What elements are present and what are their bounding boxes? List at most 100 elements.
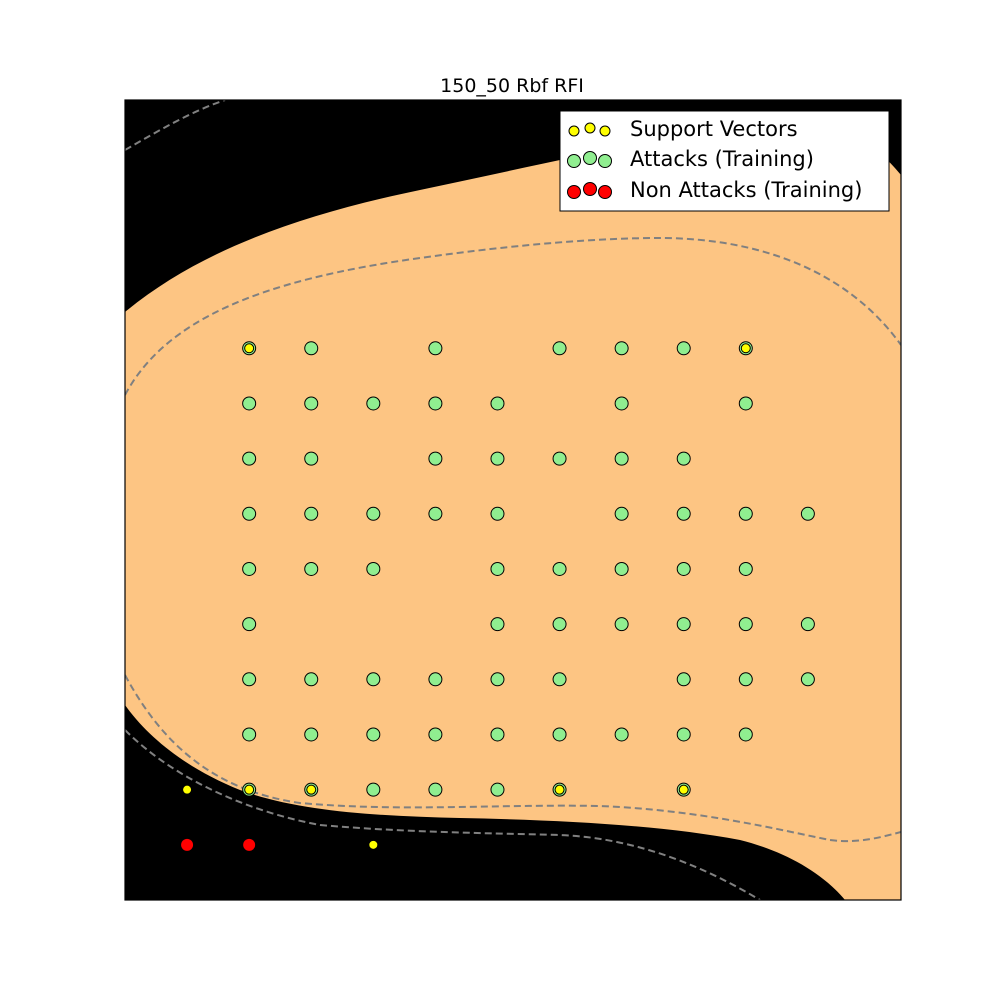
point-attacks-training <box>676 341 691 356</box>
legend-entry-non-attacks: Non Attacks (Training) <box>567 178 862 202</box>
point-attacks-training <box>614 727 629 742</box>
point-attacks-training <box>242 506 257 521</box>
point-attacks-training <box>676 451 691 466</box>
point-attacks-training <box>738 617 753 632</box>
point-attacks-training <box>242 727 257 742</box>
point-attacks-training <box>614 451 629 466</box>
point-attacks-training <box>366 506 381 521</box>
point-attacks-training <box>676 506 691 521</box>
point-attacks-training <box>366 727 381 742</box>
legend-entry-attacks: Attacks (Training) <box>567 147 814 171</box>
legend: Support Vectors Attacks (Training) Non A… <box>559 110 890 212</box>
point-attacks-training <box>738 672 753 687</box>
point-attacks-training <box>242 672 257 687</box>
point-attacks-training <box>490 727 505 742</box>
point-attacks-training <box>676 617 691 632</box>
point-attacks-training <box>304 506 319 521</box>
point-attacks-training <box>490 782 505 797</box>
legend-marker-non-attacks <box>567 185 581 199</box>
point-attacks-training <box>614 617 629 632</box>
point-attacks-training <box>490 561 505 576</box>
margin-line-inner <box>125 236 901 396</box>
point-attacks-training <box>304 561 319 576</box>
point-attacks-training <box>304 451 319 466</box>
point-support-vectors <box>244 343 255 354</box>
point-attacks-training <box>552 341 567 356</box>
point-attacks-training <box>738 396 753 411</box>
point-non-attacks-training <box>181 838 194 851</box>
point-attacks-training <box>552 617 567 632</box>
point-attacks-training <box>242 617 257 632</box>
point-attacks-training <box>428 396 443 411</box>
point-non-attacks-training <box>243 838 256 851</box>
point-attacks-training <box>242 561 257 576</box>
legend-marker-attacks <box>583 151 597 165</box>
point-attacks-training <box>304 672 319 687</box>
scatter-marks <box>181 341 815 851</box>
chart-title: 150_50 Rbf RFI <box>440 75 584 97</box>
point-attacks-training <box>614 561 629 576</box>
point-attacks-training <box>490 396 505 411</box>
point-attacks-training <box>800 506 815 521</box>
legend-box <box>559 110 890 212</box>
point-attacks-training <box>428 727 443 742</box>
point-attacks-training <box>428 341 443 356</box>
legend-marker-support-vectors <box>568 125 580 137</box>
legend-marker-support-vectors <box>584 122 596 134</box>
point-attacks-training <box>738 561 753 576</box>
point-attacks-training <box>676 727 691 742</box>
point-attacks-training <box>428 782 443 797</box>
point-attacks-training <box>552 672 567 687</box>
legend-label-non-attacks: Non Attacks (Training) <box>630 178 862 202</box>
point-attacks-training <box>800 672 815 687</box>
point-attacks-training <box>738 727 753 742</box>
point-attacks-training <box>552 727 567 742</box>
legend-marker-non-attacks <box>583 182 597 196</box>
point-attacks-training <box>366 396 381 411</box>
point-attacks-training <box>366 561 381 576</box>
decision-region <box>125 114 901 900</box>
margin-line-outer-top <box>125 100 226 151</box>
point-attacks-training <box>242 451 257 466</box>
legend-marker-attacks <box>567 154 581 168</box>
point-support-vectors <box>368 839 379 850</box>
point-support-vectors <box>306 784 317 795</box>
margin-line-lower <box>125 674 901 843</box>
point-attacks-training <box>490 617 505 632</box>
legend-marker-non-attacks <box>598 185 612 199</box>
point-support-vectors <box>678 784 689 795</box>
legend-entry-support-vectors: Support Vectors <box>568 117 798 141</box>
point-attacks-training <box>490 672 505 687</box>
point-attacks-training <box>366 782 381 797</box>
margin-line-outer-bottom <box>125 729 761 900</box>
point-attacks-training <box>614 506 629 521</box>
point-attacks-training <box>676 561 691 576</box>
point-attacks-training <box>242 396 257 411</box>
point-attacks-training <box>676 672 691 687</box>
point-attacks-training <box>366 672 381 687</box>
point-attacks-training <box>428 451 443 466</box>
point-attacks-training <box>738 506 753 521</box>
point-attacks-training <box>304 341 319 356</box>
plot-frame <box>124 99 902 901</box>
point-attacks-training <box>304 727 319 742</box>
point-attacks-training <box>428 506 443 521</box>
legend-marker-support-vectors <box>599 125 611 137</box>
point-attacks-training <box>490 506 505 521</box>
legend-marker-attacks <box>598 154 612 168</box>
point-support-vectors <box>244 784 255 795</box>
point-attacks-training <box>552 451 567 466</box>
point-support-vectors <box>182 784 193 795</box>
point-attacks-training <box>614 341 629 356</box>
legend-label-attacks: Attacks (Training) <box>630 147 814 171</box>
point-attacks-training <box>304 396 319 411</box>
point-support-vectors <box>554 784 565 795</box>
point-attacks-training <box>428 672 443 687</box>
point-support-vectors <box>740 343 751 354</box>
point-attacks-training <box>800 617 815 632</box>
point-attacks-training <box>614 396 629 411</box>
point-attacks-training <box>552 561 567 576</box>
point-attacks-training <box>490 451 505 466</box>
legend-label-support-vectors: Support Vectors <box>630 117 798 141</box>
